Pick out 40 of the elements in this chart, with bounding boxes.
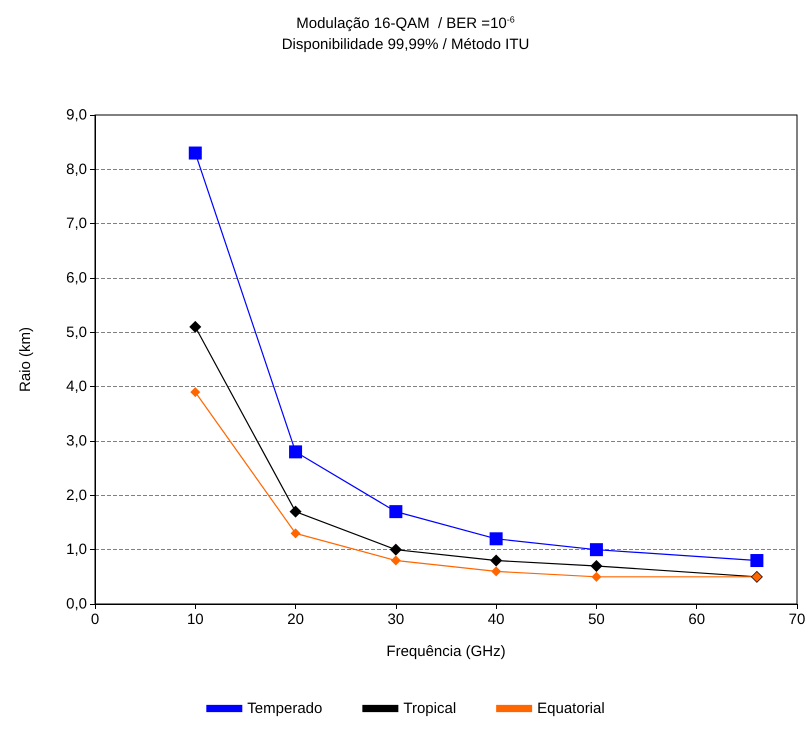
x-tick-label: 20 (287, 611, 304, 628)
point (490, 554, 502, 567)
point (290, 528, 301, 538)
x-tick-label: 0 (90, 611, 100, 628)
x-tick-label: 50 (588, 611, 605, 628)
point (590, 560, 602, 572)
point (189, 320, 202, 333)
x-tick-label: 70 (788, 611, 806, 628)
y-tick-label: 6,0 (66, 270, 87, 286)
legend-label: Tropical (403, 700, 456, 717)
x-tick-label: 60 (688, 611, 706, 628)
chart-subtitle: Disponibilidade 99,99% / Método ITU (282, 36, 530, 53)
x-tick-label: 10 (186, 611, 204, 628)
point (750, 554, 764, 568)
point (188, 146, 202, 160)
y-tick-label: 1,0 (66, 541, 87, 558)
point (590, 543, 603, 556)
point (190, 387, 200, 398)
y-tick-label: 0,0 (66, 596, 87, 612)
y-tick-label: 3,0 (66, 432, 87, 450)
y-tick-label: 4,0 (66, 378, 87, 396)
point (389, 505, 402, 518)
legend-label: Equatorial (537, 700, 605, 717)
point (490, 532, 503, 546)
y-tick-label: 5,0 (66, 324, 87, 341)
y-tick-label: 7,0 (66, 215, 87, 232)
y-tick-label: 8,0 (66, 160, 87, 178)
point (491, 566, 502, 576)
legend-label: Temperado (247, 700, 322, 717)
point (390, 556, 401, 566)
y-tick-label: 9,0 (66, 106, 87, 124)
x-tick-label: 30 (388, 611, 404, 628)
point (290, 506, 302, 518)
point (289, 445, 302, 458)
x-axis-title: Frequência (GHz) (386, 643, 506, 660)
point (390, 544, 402, 556)
x-tick-label: 40 (488, 611, 504, 628)
y-axis-title: Raio (km) (17, 326, 34, 392)
y-tick-label: 2,0 (66, 486, 87, 504)
point (591, 572, 602, 582)
